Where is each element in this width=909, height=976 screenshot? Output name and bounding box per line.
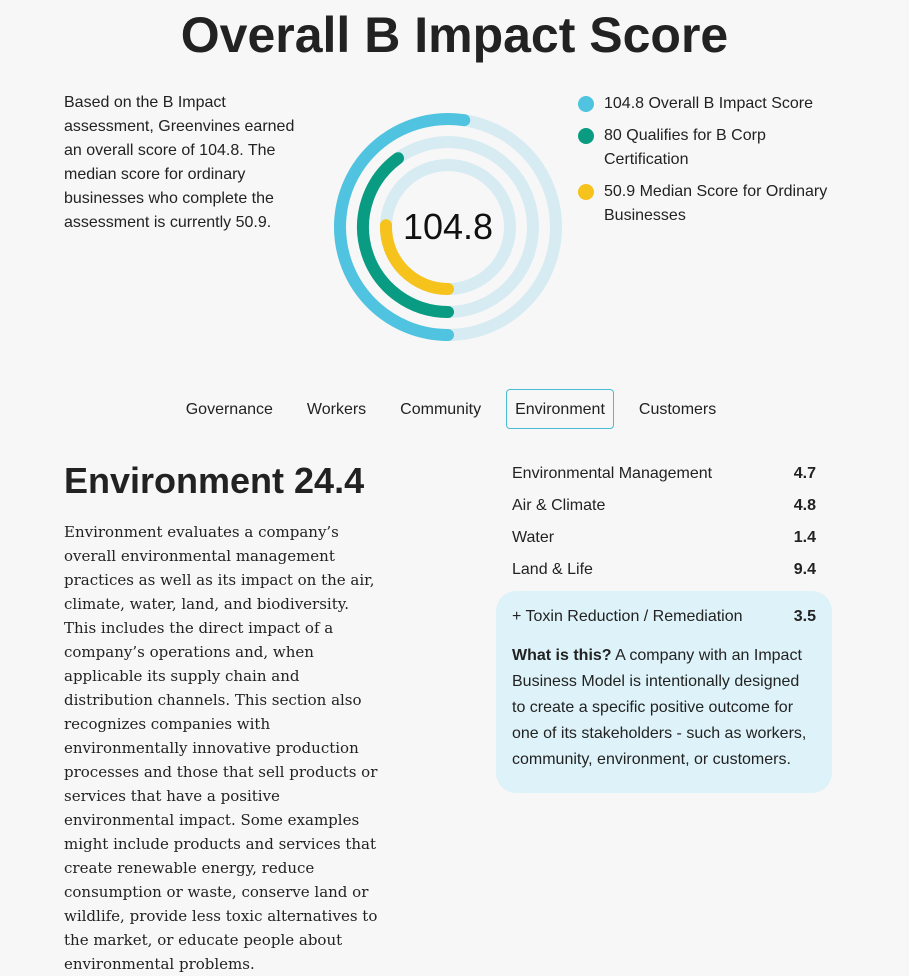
impact-model-callout: + Toxin Reduction / Remediation 3.5 What…: [496, 591, 832, 793]
tab-community[interactable]: Community: [400, 401, 482, 418]
score-value: 9.4: [793, 561, 816, 578]
intro-text: Based on the B Impact assessment, Greenv…: [64, 94, 295, 231]
section-heading: Environment 24.4: [64, 460, 365, 501]
score-row: Air & Climate 4.8: [496, 490, 832, 522]
impact-model-row: + Toxin Reduction / Remediation 3.5: [512, 601, 816, 633]
tab-governance[interactable]: Governance: [185, 401, 273, 418]
score-legend: 104.8 Overall B Impact Score 80 Qualifie…: [578, 92, 848, 236]
legend-label-overall: 104.8 Overall B Impact Score: [604, 95, 813, 112]
section-description: Environment evaluates a company’s overal…: [64, 523, 378, 973]
tab-environment[interactable]: Environment: [506, 389, 614, 429]
score-label: Water: [512, 529, 555, 546]
legend-dot-median: [578, 184, 594, 200]
legend-dot-qualifies: [578, 128, 594, 144]
what-is-this-text: A company with an Impact Business Model …: [512, 647, 807, 768]
score-breakdown: Environmental Management 4.7 Air & Clima…: [496, 458, 832, 586]
score-ring-chart: 104.8: [333, 112, 563, 342]
legend-item-overall: 104.8 Overall B Impact Score: [578, 92, 848, 116]
legend-label-qualifies: 80 Qualifies for B Corp Certification: [604, 127, 766, 168]
page-title: Overall B Impact Score: [180, 7, 729, 63]
score-label: Land & Life: [512, 561, 593, 578]
tab-workers[interactable]: Workers: [306, 401, 367, 418]
impact-model-value: 3.5: [793, 608, 816, 625]
score-value: 4.7: [793, 465, 816, 482]
impact-model-label: + Toxin Reduction / Remediation: [512, 608, 743, 625]
score-row: Land & Life 9.4: [496, 554, 832, 586]
legend-label-median: 50.9 Median Score for Ordinary Businesse…: [604, 183, 828, 224]
ring-arc-overall: [334, 113, 471, 341]
score-row: Water 1.4: [496, 522, 832, 554]
category-tabs: Governance Workers Community Environment…: [0, 389, 909, 429]
score-label: Air & Climate: [512, 497, 606, 514]
score-value: 1.4: [793, 529, 816, 546]
score-value: 4.8: [793, 497, 816, 514]
legend-item-qualifies: 80 Qualifies for B Corp Certification: [578, 124, 848, 172]
legend-item-median: 50.9 Median Score for Ordinary Businesse…: [578, 180, 848, 228]
score-ring-svg: [334, 113, 562, 341]
score-label: Environmental Management: [512, 465, 713, 482]
legend-dot-overall: [578, 96, 594, 112]
impact-model-explanation: What is this? A company with an Impact B…: [512, 643, 816, 773]
tab-customers[interactable]: Customers: [638, 401, 717, 418]
score-row: Environmental Management 4.7: [496, 458, 832, 490]
what-is-this-label: What is this?: [512, 647, 612, 664]
ring-arc-median: [380, 219, 454, 295]
ring-center-value: 104.8: [402, 206, 494, 247]
ring-arc-qualifies: [357, 152, 454, 318]
